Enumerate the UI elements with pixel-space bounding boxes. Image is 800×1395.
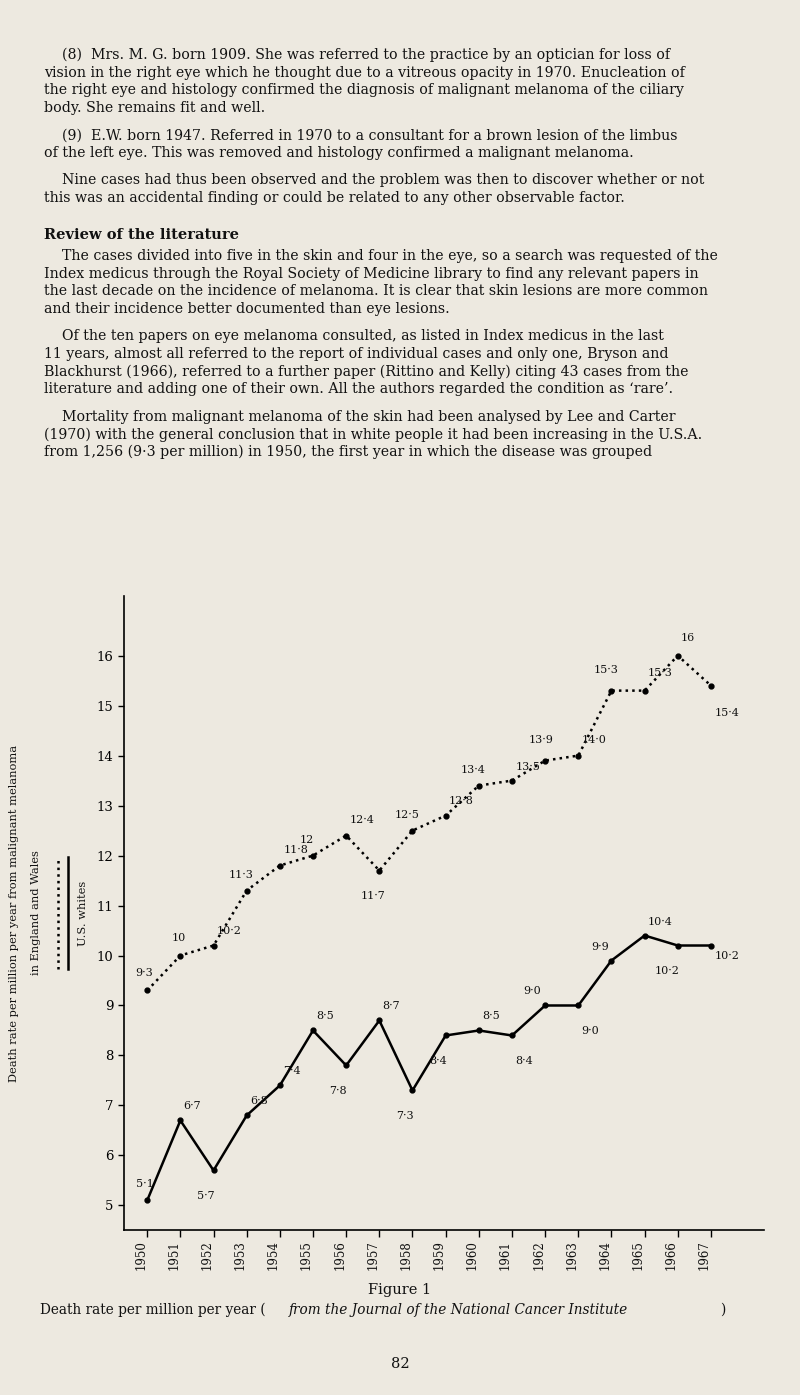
Text: Death rate per million per year from malignant melanoma: Death rate per million per year from mal… xyxy=(10,745,19,1081)
Text: 11·3: 11·3 xyxy=(229,869,254,879)
Text: 8·4: 8·4 xyxy=(515,1056,533,1066)
Text: 8·5: 8·5 xyxy=(316,1011,334,1021)
Text: literature and adding one of their own. All the authors regarded the condition a: literature and adding one of their own. … xyxy=(44,382,673,396)
Text: body. She remains fit and well.: body. She remains fit and well. xyxy=(44,100,266,114)
Text: and their incidence better documented than eye lesions.: and their incidence better documented th… xyxy=(44,301,450,315)
Text: 10·2: 10·2 xyxy=(217,925,242,936)
Text: ): ) xyxy=(720,1303,726,1317)
Text: 5·1: 5·1 xyxy=(136,1179,154,1190)
Text: 1959: 1959 xyxy=(433,1240,446,1271)
Text: 1950: 1950 xyxy=(134,1240,147,1271)
Text: 12: 12 xyxy=(300,834,314,844)
Text: 12·4: 12·4 xyxy=(350,815,374,824)
Text: 1965: 1965 xyxy=(632,1240,645,1271)
Text: the right eye and histology confirmed the diagnosis of malignant melanoma of the: the right eye and histology confirmed th… xyxy=(44,84,684,98)
Text: Blackhurst (1966), referred to a further paper (Rittino and Kelly) citing 43 cas: Blackhurst (1966), referred to a further… xyxy=(44,364,689,379)
Text: Death rate per million per year (: Death rate per million per year ( xyxy=(40,1303,266,1317)
Text: this was an accidental finding or could be related to any other observable facto: this was an accidental finding or could … xyxy=(44,191,625,205)
Text: 11·7: 11·7 xyxy=(361,890,386,901)
Text: 82: 82 xyxy=(390,1357,410,1371)
Text: 10·4: 10·4 xyxy=(648,917,673,926)
Text: 13·4: 13·4 xyxy=(461,764,486,774)
Text: 1952: 1952 xyxy=(201,1240,214,1269)
Text: 11·8: 11·8 xyxy=(283,844,308,855)
Text: the last decade on the incidence of melanoma. It is clear that skin lesions are : the last decade on the incidence of mela… xyxy=(44,285,708,299)
Text: 1961: 1961 xyxy=(499,1240,512,1269)
Text: (8)  Mrs. M. G. born 1909. She was referred to the practice by an optician for l: (8) Mrs. M. G. born 1909. She was referr… xyxy=(44,47,670,63)
Text: 9·0: 9·0 xyxy=(582,1027,599,1036)
Text: 15·4: 15·4 xyxy=(714,709,739,718)
Text: 1956: 1956 xyxy=(333,1240,346,1271)
Text: 9·0: 9·0 xyxy=(523,986,542,996)
Text: 1963: 1963 xyxy=(566,1240,578,1271)
Text: from the Journal of the National Cancer Institute: from the Journal of the National Cancer … xyxy=(288,1303,628,1317)
Text: 7·4: 7·4 xyxy=(283,1066,301,1077)
Text: 10·2: 10·2 xyxy=(714,950,739,961)
Text: 1964: 1964 xyxy=(598,1240,611,1271)
Text: Of the ten papers on eye melanoma consulted, as listed in Index medicus in the l: Of the ten papers on eye melanoma consul… xyxy=(44,329,664,343)
Text: 8·5: 8·5 xyxy=(482,1011,500,1021)
Text: 7·8: 7·8 xyxy=(330,1087,347,1096)
Text: 1955: 1955 xyxy=(300,1240,313,1271)
Text: Mortality from malignant melanoma of the skin had been analysed by Lee and Carte: Mortality from malignant melanoma of the… xyxy=(44,410,675,424)
Text: 8·4: 8·4 xyxy=(429,1056,447,1066)
Text: Review of the literature: Review of the literature xyxy=(44,227,239,241)
Text: 1953: 1953 xyxy=(234,1240,246,1271)
Text: (9)  E.W. born 1947. Referred in 1970 to a consultant for a brown lesion of the : (9) E.W. born 1947. Referred in 1970 to … xyxy=(44,128,678,142)
Text: 5·7: 5·7 xyxy=(197,1191,214,1201)
Text: 13·9: 13·9 xyxy=(529,735,554,745)
Text: 16: 16 xyxy=(681,633,695,643)
Text: 1957: 1957 xyxy=(366,1240,379,1271)
Text: Nine cases had thus been observed and the problem was then to discover whether o: Nine cases had thus been observed and th… xyxy=(44,173,704,187)
Text: in England and Wales: in England and Wales xyxy=(31,851,41,975)
Text: Figure 1: Figure 1 xyxy=(369,1283,431,1297)
Text: (1970) with the general conclusion that in white people it had been increasing i: (1970) with the general conclusion that … xyxy=(44,427,702,442)
Text: 10·2: 10·2 xyxy=(654,967,679,976)
Text: The cases divided into five in the skin and four in the eye, so a search was req: The cases divided into five in the skin … xyxy=(44,250,718,264)
Text: 1960: 1960 xyxy=(466,1240,479,1271)
Text: 12·5: 12·5 xyxy=(394,809,419,820)
Text: 15·3: 15·3 xyxy=(648,668,673,678)
Text: 10: 10 xyxy=(172,933,186,943)
Text: 1958: 1958 xyxy=(399,1240,413,1269)
Text: from 1,256 (9·3 per million) in 1950, the first year in which the disease was gr: from 1,256 (9·3 per million) in 1950, th… xyxy=(44,445,652,459)
Text: 13·5: 13·5 xyxy=(515,762,540,771)
Text: 8·7: 8·7 xyxy=(382,1002,400,1011)
Text: 12·8: 12·8 xyxy=(449,795,474,805)
Text: 14·0: 14·0 xyxy=(582,735,606,745)
Text: 1951: 1951 xyxy=(167,1240,180,1269)
Text: 1966: 1966 xyxy=(665,1240,678,1271)
Text: vision in the right eye which he thought due to a vitreous opacity in 1970. Enuc: vision in the right eye which he thought… xyxy=(44,66,685,80)
Text: 9·3: 9·3 xyxy=(136,968,154,978)
Text: 6·8: 6·8 xyxy=(250,1096,268,1106)
Text: 7·3: 7·3 xyxy=(396,1112,414,1122)
Text: 11 years, almost all referred to the report of individual cases and only one, Br: 11 years, almost all referred to the rep… xyxy=(44,347,669,361)
Text: 15·3: 15·3 xyxy=(594,664,618,675)
Text: Index medicus through the Royal Society of Medicine library to find any relevant: Index medicus through the Royal Society … xyxy=(44,266,698,280)
Text: U.S. whites: U.S. whites xyxy=(78,880,88,946)
Text: 1962: 1962 xyxy=(532,1240,545,1269)
Text: 1967: 1967 xyxy=(698,1240,711,1271)
Text: 6·7: 6·7 xyxy=(184,1102,202,1112)
Text: of the left eye. This was removed and histology confirmed a malignant melanoma.: of the left eye. This was removed and hi… xyxy=(44,146,634,160)
Text: 9·9: 9·9 xyxy=(591,942,610,951)
Text: 1954: 1954 xyxy=(267,1240,280,1271)
